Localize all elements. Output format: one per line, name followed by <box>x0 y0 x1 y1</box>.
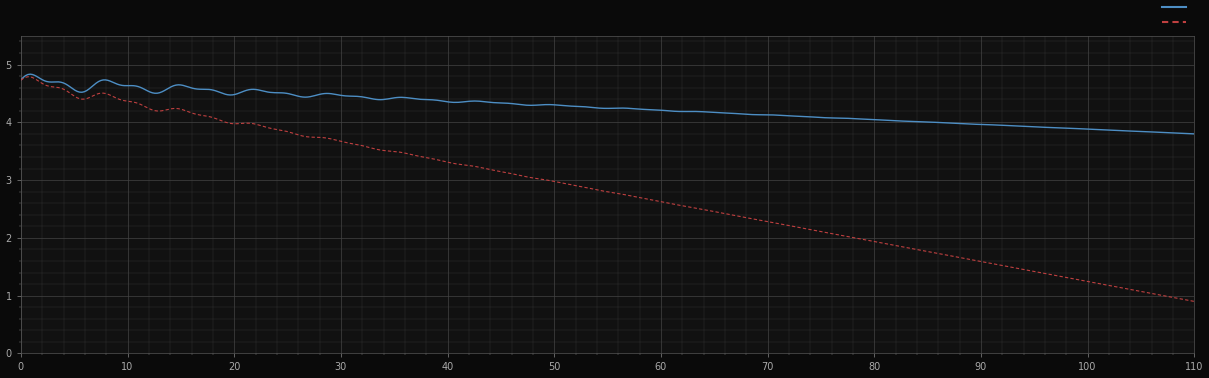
Legend: , : , <box>1162 2 1190 27</box>
